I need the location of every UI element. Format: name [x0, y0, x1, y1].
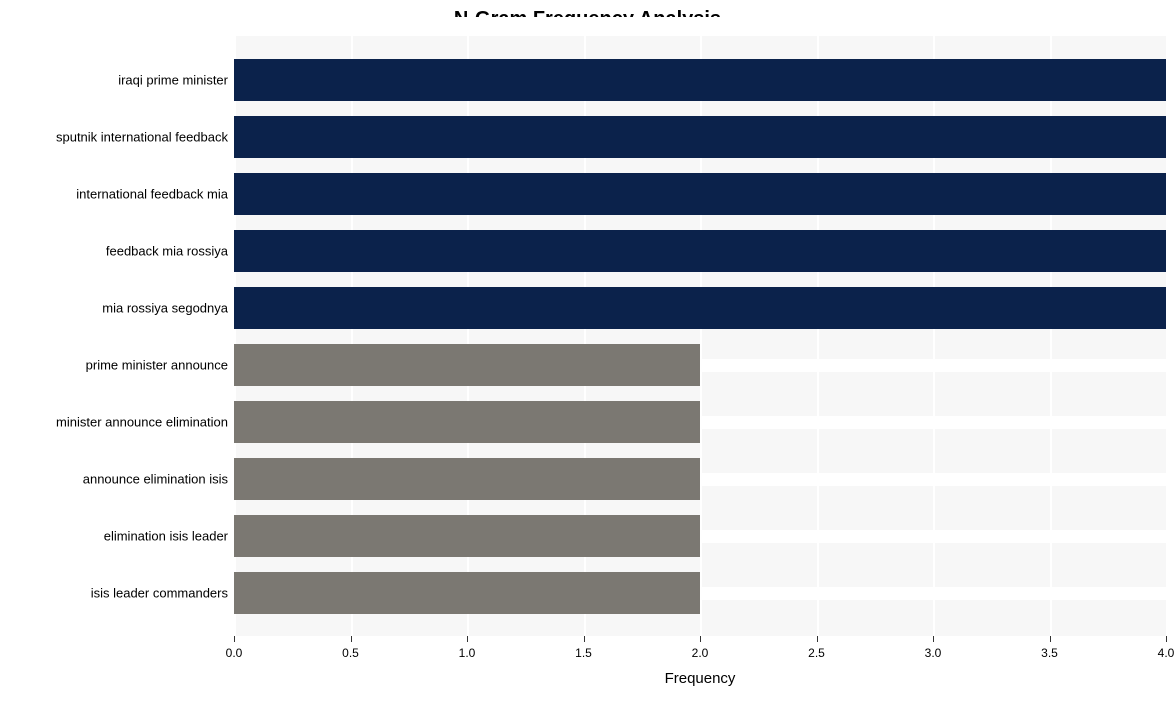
x-tick — [234, 636, 235, 642]
bar — [234, 230, 1166, 272]
x-tick — [700, 636, 701, 642]
x-tick-label: 3.0 — [925, 646, 942, 660]
y-axis-label: announce elimination isis — [0, 471, 228, 486]
x-tick — [933, 636, 934, 642]
y-axis-label: elimination isis leader — [0, 528, 228, 543]
x-tick-label: 2.5 — [808, 646, 825, 660]
x-tick — [584, 636, 585, 642]
bar — [234, 572, 700, 614]
x-tick — [351, 636, 352, 642]
bar — [234, 287, 1166, 329]
x-tick — [1050, 636, 1051, 642]
bar — [234, 116, 1166, 158]
bar — [234, 458, 700, 500]
bar — [234, 344, 700, 386]
x-tick-label: 1.5 — [575, 646, 592, 660]
bar — [234, 515, 700, 557]
x-tick — [817, 636, 818, 642]
ngram-frequency-chart: N-Gram Frequency Analysis iraqi prime mi… — [0, 0, 1175, 701]
x-tick-label: 0.5 — [342, 646, 359, 660]
y-axis-label: minister announce elimination — [0, 414, 228, 429]
x-tick-label: 3.5 — [1041, 646, 1058, 660]
x-axis-title: Frequency — [234, 670, 1166, 687]
x-tick-label: 2.0 — [692, 646, 709, 660]
y-axis-label: isis leader commanders — [0, 585, 228, 600]
grid-line — [1166, 36, 1168, 636]
plot-area — [234, 36, 1166, 636]
y-axis-label: sputnik international feedback — [0, 129, 228, 144]
y-axis-label: mia rossiya segodnya — [0, 300, 228, 315]
x-tick-label: 1.0 — [459, 646, 476, 660]
bar — [234, 173, 1166, 215]
x-tick — [467, 636, 468, 642]
bar — [234, 59, 1166, 101]
y-axis-label: iraqi prime minister — [0, 72, 228, 87]
y-axis-label: international feedback mia — [0, 186, 228, 201]
x-tick — [1166, 636, 1167, 642]
y-axis-label: prime minister announce — [0, 357, 228, 372]
x-tick-label: 4.0 — [1158, 646, 1175, 660]
bar — [234, 401, 700, 443]
y-axis-label: feedback mia rossiya — [0, 243, 228, 258]
x-tick-label: 0.0 — [226, 646, 243, 660]
